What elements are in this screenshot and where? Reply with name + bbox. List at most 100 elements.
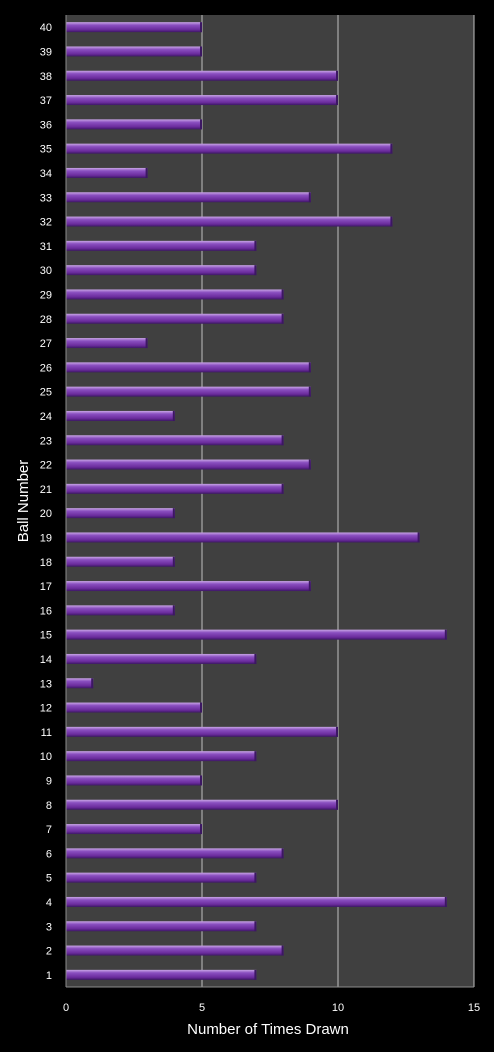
- bar-body: [66, 532, 420, 543]
- y-tick-label: 16: [40, 605, 52, 617]
- bar-body: [66, 848, 284, 859]
- bar-end-cap: [308, 192, 311, 203]
- bar: [66, 240, 257, 251]
- bar-end-cap: [254, 921, 257, 932]
- bar-body: [66, 872, 257, 883]
- bar-body: [66, 605, 175, 616]
- bar: [66, 969, 257, 980]
- bar-end-cap: [254, 872, 257, 883]
- bar: [66, 192, 311, 203]
- bar-body: [66, 167, 148, 178]
- bar: [66, 143, 393, 154]
- y-tick-label: 28: [40, 314, 52, 326]
- y-tick-label: 6: [46, 848, 52, 860]
- bar-end-cap: [444, 896, 447, 907]
- bar-end-cap: [444, 629, 447, 640]
- bar: [66, 824, 202, 835]
- x-tick-label: 5: [199, 1002, 205, 1014]
- bar: [66, 410, 175, 421]
- bar-end-cap: [254, 653, 257, 664]
- bar-end-cap: [336, 70, 338, 81]
- y-tick-label: 26: [40, 362, 52, 374]
- x-tick-label: 0: [63, 1002, 69, 1014]
- y-tick-label: 36: [40, 119, 52, 131]
- bar-end-cap: [145, 167, 148, 178]
- bar-body: [66, 775, 202, 786]
- bar-body: [66, 143, 393, 154]
- bar-body: [66, 216, 393, 227]
- bar-body: [66, 629, 447, 640]
- bar-body: [66, 508, 175, 519]
- bar-body: [66, 653, 257, 664]
- bar-end-cap: [308, 362, 311, 373]
- bar-body: [66, 751, 257, 762]
- bar-end-cap: [200, 46, 202, 57]
- bar-body: [66, 702, 202, 713]
- y-tick-label: 11: [41, 727, 52, 739]
- y-tick-label: 30: [40, 265, 52, 277]
- y-tick-label: 31: [40, 241, 52, 253]
- bar-end-cap: [281, 289, 284, 300]
- bar-body: [66, 386, 311, 397]
- bar: [66, 799, 338, 810]
- bar: [66, 483, 284, 494]
- bar-end-cap: [254, 969, 257, 980]
- bar: [66, 848, 284, 859]
- y-tick-label: 29: [40, 289, 52, 301]
- y-tick-label: 23: [40, 435, 52, 447]
- y-tick-label: 35: [40, 144, 52, 156]
- bar: [66, 775, 202, 786]
- bar-end-cap: [145, 338, 148, 349]
- bar: [66, 508, 175, 519]
- bar: [66, 265, 257, 276]
- y-tick-label: 15: [40, 630, 52, 642]
- y-tick-label: 25: [40, 387, 52, 399]
- y-tick-label: 20: [40, 508, 52, 520]
- y-tick-label: 12: [40, 703, 52, 715]
- bar-body: [66, 581, 311, 592]
- bar-end-cap: [172, 556, 175, 567]
- bar: [66, 289, 284, 300]
- bar-body: [66, 265, 257, 276]
- y-tick-label: 7: [46, 824, 52, 836]
- bar: [66, 46, 202, 57]
- x-tick-label: 15: [468, 1002, 480, 1014]
- bar-body: [66, 824, 202, 835]
- plot-area: [66, 15, 474, 987]
- bar: [66, 726, 338, 737]
- bar: [66, 22, 202, 33]
- bar-body: [66, 119, 202, 130]
- bar-body: [66, 313, 284, 324]
- bar: [66, 119, 202, 130]
- y-tick-label: 39: [40, 46, 52, 58]
- bar-end-cap: [91, 678, 94, 689]
- bar: [66, 629, 447, 640]
- bar: [66, 581, 311, 592]
- bar-body: [66, 95, 338, 106]
- bar: [66, 678, 94, 689]
- bar-body: [66, 556, 175, 567]
- bar: [66, 702, 202, 713]
- bar-end-cap: [172, 605, 175, 616]
- bar-body: [66, 799, 338, 810]
- bar-end-cap: [417, 532, 420, 543]
- y-tick-label: 14: [40, 654, 52, 666]
- bar: [66, 921, 257, 932]
- y-tick-label: 37: [40, 95, 52, 107]
- bar-end-cap: [281, 483, 284, 494]
- bar-body: [66, 46, 202, 57]
- bar-body: [66, 678, 94, 689]
- bar-end-cap: [254, 751, 257, 762]
- bar-end-cap: [200, 775, 202, 786]
- bar-series: [66, 22, 447, 980]
- bar: [66, 313, 284, 324]
- bar-end-cap: [200, 702, 202, 713]
- y-tick-label: 27: [40, 338, 52, 350]
- bar-body: [66, 459, 311, 470]
- y-tick-label: 33: [40, 192, 52, 204]
- bar: [66, 386, 311, 397]
- y-tick-label: 34: [40, 168, 52, 180]
- bar-end-cap: [281, 435, 284, 446]
- bar-end-cap: [281, 313, 284, 324]
- bar-end-cap: [172, 508, 175, 519]
